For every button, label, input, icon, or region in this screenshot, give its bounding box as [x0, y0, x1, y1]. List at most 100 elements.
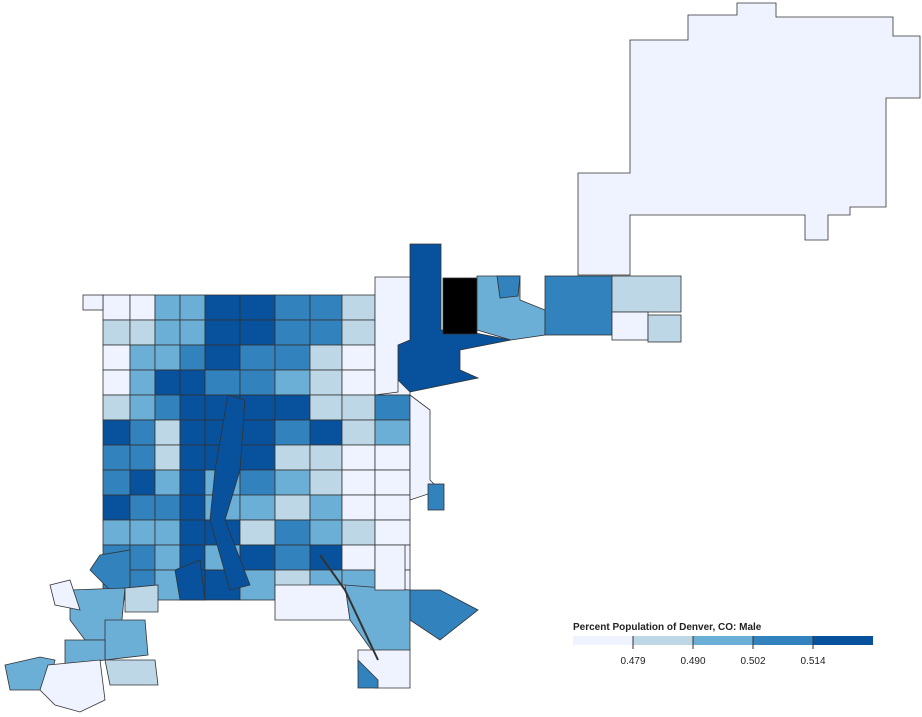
legend-swatch — [813, 636, 873, 645]
region — [239, 394, 276, 421]
legend-tick-label: 0.490 — [680, 656, 705, 667]
region — [154, 519, 181, 546]
region — [129, 369, 156, 396]
legend: Percent Population of Denver, CO: Male 0… — [573, 622, 873, 667]
region — [154, 369, 181, 396]
region — [204, 294, 241, 321]
legend-swatch — [693, 636, 753, 645]
region — [577, 2, 921, 276]
region — [309, 319, 343, 346]
region — [309, 444, 343, 471]
region — [102, 394, 131, 421]
region — [274, 444, 311, 471]
region — [102, 444, 131, 471]
region — [647, 314, 682, 343]
legend-tick-label: 0.502 — [740, 656, 765, 667]
region — [611, 275, 682, 313]
region — [374, 519, 411, 546]
river — [319, 554, 379, 661]
region — [102, 494, 131, 521]
region — [309, 369, 343, 396]
region — [179, 394, 206, 421]
region — [179, 469, 206, 496]
region — [49, 579, 81, 611]
region — [129, 394, 156, 421]
region — [274, 294, 311, 321]
region — [154, 319, 181, 346]
region — [341, 369, 376, 396]
region — [129, 444, 156, 471]
region — [341, 419, 376, 446]
region — [341, 469, 376, 496]
region — [179, 344, 206, 371]
region — [129, 469, 156, 496]
region — [102, 294, 131, 321]
region — [427, 483, 445, 511]
region — [274, 544, 311, 571]
region — [154, 444, 181, 471]
region — [174, 559, 206, 601]
region — [544, 275, 613, 336]
region — [179, 294, 206, 321]
region — [154, 469, 181, 496]
region — [129, 494, 156, 521]
region — [124, 584, 159, 613]
region — [309, 394, 343, 421]
region — [102, 519, 131, 546]
region — [179, 319, 206, 346]
region — [374, 469, 411, 496]
region — [309, 294, 343, 321]
region — [102, 469, 131, 496]
region — [239, 419, 276, 446]
region — [341, 344, 376, 371]
region — [341, 444, 376, 471]
region — [209, 394, 251, 591]
region — [344, 584, 411, 656]
region — [239, 319, 276, 346]
region — [274, 519, 311, 546]
region — [179, 519, 206, 546]
region — [374, 276, 411, 396]
legend-title: Percent Population of Denver, CO: Male — [573, 622, 762, 633]
region — [239, 544, 276, 571]
region — [102, 344, 131, 371]
region — [89, 549, 131, 591]
region — [309, 419, 343, 446]
region — [357, 659, 379, 689]
region — [154, 544, 181, 571]
region — [274, 394, 311, 421]
legend-swatch — [573, 636, 633, 645]
region — [179, 419, 206, 446]
legend-swatch — [633, 636, 693, 645]
region — [179, 369, 206, 396]
region — [102, 369, 131, 396]
region — [204, 369, 241, 396]
region — [239, 444, 276, 471]
region — [496, 275, 521, 299]
legend-swatch — [753, 636, 813, 645]
region — [374, 444, 411, 471]
region — [309, 494, 343, 521]
region — [82, 294, 104, 311]
region — [239, 469, 276, 496]
region — [374, 494, 411, 521]
region — [274, 584, 351, 621]
region — [341, 494, 376, 521]
region — [154, 394, 181, 421]
region-no-data — [442, 277, 478, 335]
region — [341, 544, 376, 571]
region — [129, 344, 156, 371]
region — [374, 544, 406, 591]
region — [341, 394, 376, 421]
region — [104, 619, 149, 661]
region — [239, 344, 276, 371]
region — [154, 344, 181, 371]
region — [341, 294, 376, 321]
region — [274, 494, 311, 521]
region — [102, 419, 131, 446]
region — [154, 294, 181, 321]
region — [129, 319, 156, 346]
legend-tick-label: 0.514 — [800, 656, 825, 667]
